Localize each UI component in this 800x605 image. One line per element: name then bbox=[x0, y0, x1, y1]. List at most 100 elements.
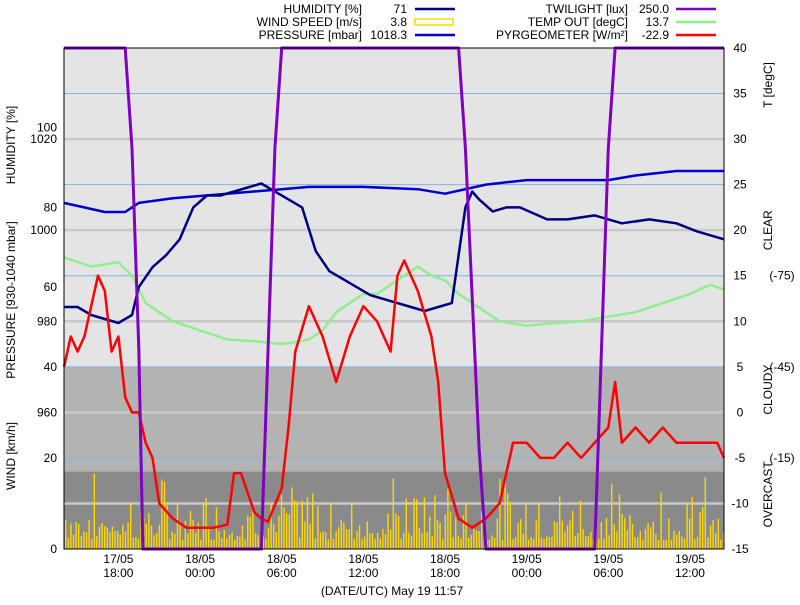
sky-band-label: OVERCAST bbox=[761, 461, 775, 528]
wind-speed-bar bbox=[332, 538, 335, 549]
wind-speed-bar bbox=[111, 526, 114, 549]
wind-speed-bar bbox=[101, 523, 103, 549]
wind-axis-label: WIND [km/h] bbox=[4, 422, 18, 490]
wind-speed-bar bbox=[338, 527, 340, 549]
plot-border bbox=[63, 47, 725, 550]
wind-speed-bar bbox=[707, 536, 709, 549]
wind-speed-bar bbox=[377, 533, 379, 549]
x-tick-date: 18/05 bbox=[348, 552, 378, 566]
wind-speed-bar bbox=[78, 523, 80, 549]
wind-speed-bar bbox=[582, 529, 584, 549]
left-tick-label: 960 bbox=[37, 405, 57, 419]
wind-speed-bar bbox=[631, 524, 634, 549]
wind-speed-bar bbox=[189, 510, 192, 549]
wind-speed-bar bbox=[436, 519, 439, 549]
wind-speed-bar bbox=[187, 533, 189, 549]
x-tick-time: 18:00 bbox=[103, 566, 133, 580]
wind-speed-bar bbox=[527, 539, 530, 549]
wind-speed-bar bbox=[273, 523, 275, 549]
wind-speed-bar bbox=[413, 498, 415, 549]
wind-speed-bar bbox=[663, 539, 665, 549]
wind-speed-bar bbox=[319, 532, 322, 549]
wind-speed-bar bbox=[605, 517, 608, 549]
wind-speed-bar bbox=[530, 536, 532, 549]
humidity-axis-label: HUMIDITY [%] bbox=[4, 106, 18, 184]
wind-speed-bar bbox=[434, 495, 436, 549]
x-tick-time: 00:00 bbox=[185, 566, 215, 580]
wind-speed-bar bbox=[577, 533, 579, 549]
wind-speed-bar bbox=[156, 532, 158, 549]
wind-speed-bar bbox=[174, 533, 176, 549]
wind-speed-bar bbox=[236, 535, 238, 549]
wind-speed-bar bbox=[624, 517, 626, 549]
wind-speed-bar bbox=[127, 522, 129, 549]
pyrgeometer-tick-label: (-15) bbox=[769, 451, 794, 465]
wind-speed-bar bbox=[522, 533, 524, 549]
wind-speed-bar bbox=[535, 520, 537, 549]
x-tick-date: 17/05 bbox=[103, 552, 133, 566]
wind-speed-bar bbox=[501, 539, 504, 549]
wind-speed-bar bbox=[543, 539, 545, 549]
wind-speed-bar bbox=[405, 498, 407, 549]
wind-speed-bar bbox=[702, 507, 704, 549]
wind-speed-bar bbox=[637, 537, 639, 549]
legend-label: PRESSURE [mbar] bbox=[259, 28, 362, 42]
wind-speed-bar bbox=[314, 538, 316, 549]
wind-speed-bar bbox=[171, 531, 173, 549]
wind-speed-bar bbox=[153, 535, 155, 549]
right-tick-label: 35 bbox=[733, 87, 747, 101]
legend-value: 71 bbox=[394, 2, 408, 16]
wind-speed-bar bbox=[182, 539, 184, 549]
wind-speed-bar bbox=[293, 500, 296, 549]
wind-speed-bar bbox=[65, 519, 67, 549]
wind-speed-bar bbox=[652, 521, 654, 549]
wind-speed-bar bbox=[546, 536, 548, 549]
wind-speed-bar bbox=[517, 522, 519, 549]
wind-speed-bar bbox=[696, 536, 699, 549]
wind-speed-bar bbox=[533, 538, 535, 549]
wind-speed-bar bbox=[241, 525, 244, 549]
wind-speed-bar bbox=[709, 525, 712, 549]
wind-speed-bar bbox=[387, 513, 389, 549]
wind-speed-bar bbox=[379, 538, 381, 549]
wind-speed-bar bbox=[179, 521, 181, 549]
x-tick-time: 12:00 bbox=[675, 566, 705, 580]
wind-speed-bar bbox=[325, 532, 327, 549]
wind-speed-bar bbox=[304, 521, 306, 549]
wind-speed-bar bbox=[444, 514, 446, 549]
wind-speed-bar bbox=[655, 534, 657, 549]
wind-speed-bar bbox=[468, 537, 470, 549]
legend-label: WIND SPEED [m/s] bbox=[257, 15, 362, 29]
x-tick-time: 12:00 bbox=[348, 566, 378, 580]
wind-speed-bar bbox=[98, 526, 101, 549]
wind-speed-bar bbox=[390, 529, 392, 549]
wind-speed-bar bbox=[504, 478, 506, 549]
wind-speed-bar bbox=[343, 522, 345, 549]
cloudy-sky-band bbox=[64, 366, 724, 472]
wind-speed-bar bbox=[699, 511, 701, 549]
wind-speed-bar bbox=[371, 533, 374, 549]
wind-speed-bar bbox=[252, 506, 254, 549]
wind-speed-bar bbox=[397, 515, 400, 549]
wind-speed-bar bbox=[356, 531, 358, 549]
wind-speed-bar bbox=[291, 487, 293, 549]
wind-speed-bar bbox=[117, 530, 119, 549]
wind-speed-bar bbox=[395, 513, 397, 549]
left-tick-label: 0 bbox=[50, 542, 57, 556]
wind-speed-bar bbox=[678, 531, 680, 549]
wind-speed-bar bbox=[717, 518, 719, 549]
wind-speed-bar bbox=[254, 532, 257, 549]
wind-speed-bar bbox=[322, 531, 324, 549]
wind-speed-bar bbox=[564, 531, 566, 549]
wind-speed-bar bbox=[460, 538, 462, 549]
wind-speed-bar bbox=[475, 530, 478, 549]
wind-speed-bar bbox=[566, 525, 569, 549]
wind-speed-bar bbox=[288, 514, 290, 549]
wind-speed-bar bbox=[361, 539, 363, 549]
wind-speed-bar bbox=[408, 532, 410, 549]
wind-speed-bar bbox=[91, 539, 93, 549]
wind-speed-bar bbox=[106, 527, 108, 549]
wind-speed-bar bbox=[418, 528, 420, 549]
right-tick-label: 5 bbox=[737, 360, 744, 374]
legend-label: HUMIDITY [%] bbox=[284, 2, 362, 16]
